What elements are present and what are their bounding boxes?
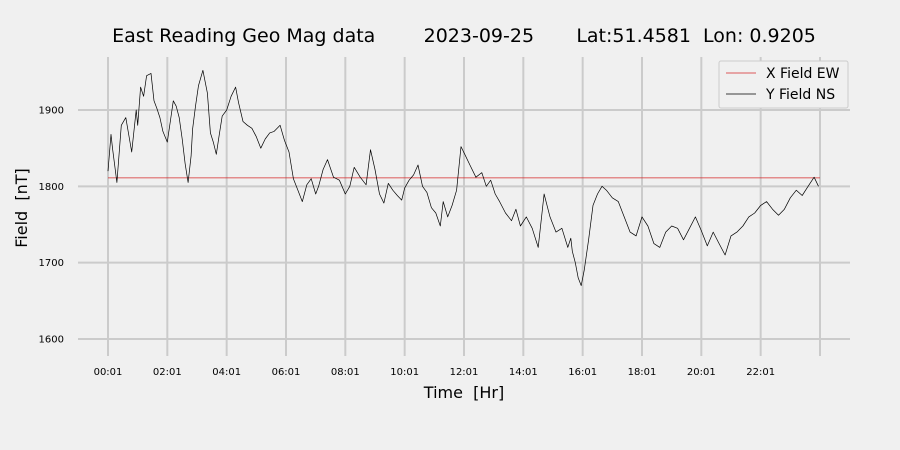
x-tick-label: 14:01 xyxy=(509,367,538,378)
legend-label-x-field-ew: X Field EW xyxy=(766,66,840,82)
x-tick-label: 20:01 xyxy=(687,367,716,378)
x-tick-label: 08:01 xyxy=(331,367,360,378)
y-tick-label: 1800 xyxy=(39,182,64,193)
x-tick-label: 18:01 xyxy=(628,367,657,378)
x-tick-label: 06:01 xyxy=(272,367,301,378)
x-tick-label: 22:01 xyxy=(746,367,775,378)
x-tick-label: 12:01 xyxy=(450,367,479,378)
x-axis-label: Time [Hr] xyxy=(423,383,504,402)
legend-label-y-field-ns: Y Field NS xyxy=(765,87,835,103)
tick-labels: 00:01 02:01 04:01 06:01 08:01 10:01 12:01 14:01… xyxy=(39,106,776,379)
chart-title: East Reading Geo Mag data 2023-09-25 Lat… xyxy=(112,25,816,47)
series-line-y-field-ns xyxy=(107,69,819,286)
legend: X Field EW Y Field NS xyxy=(718,60,849,109)
x-tick-label: 02:01 xyxy=(153,367,182,378)
plot-area xyxy=(107,69,820,286)
y-tick-label: 1900 xyxy=(39,106,64,117)
y-axis-label: Field [nT] xyxy=(12,168,31,248)
x-tick-label: 10:01 xyxy=(390,367,419,378)
y-tick-label: 1600 xyxy=(39,335,64,346)
x-tick-label: 16:01 xyxy=(568,367,597,378)
y-tick-label: 1700 xyxy=(39,258,64,269)
x-tick-label: 04:01 xyxy=(212,367,241,378)
x-tick-label: 00:01 xyxy=(94,367,123,378)
